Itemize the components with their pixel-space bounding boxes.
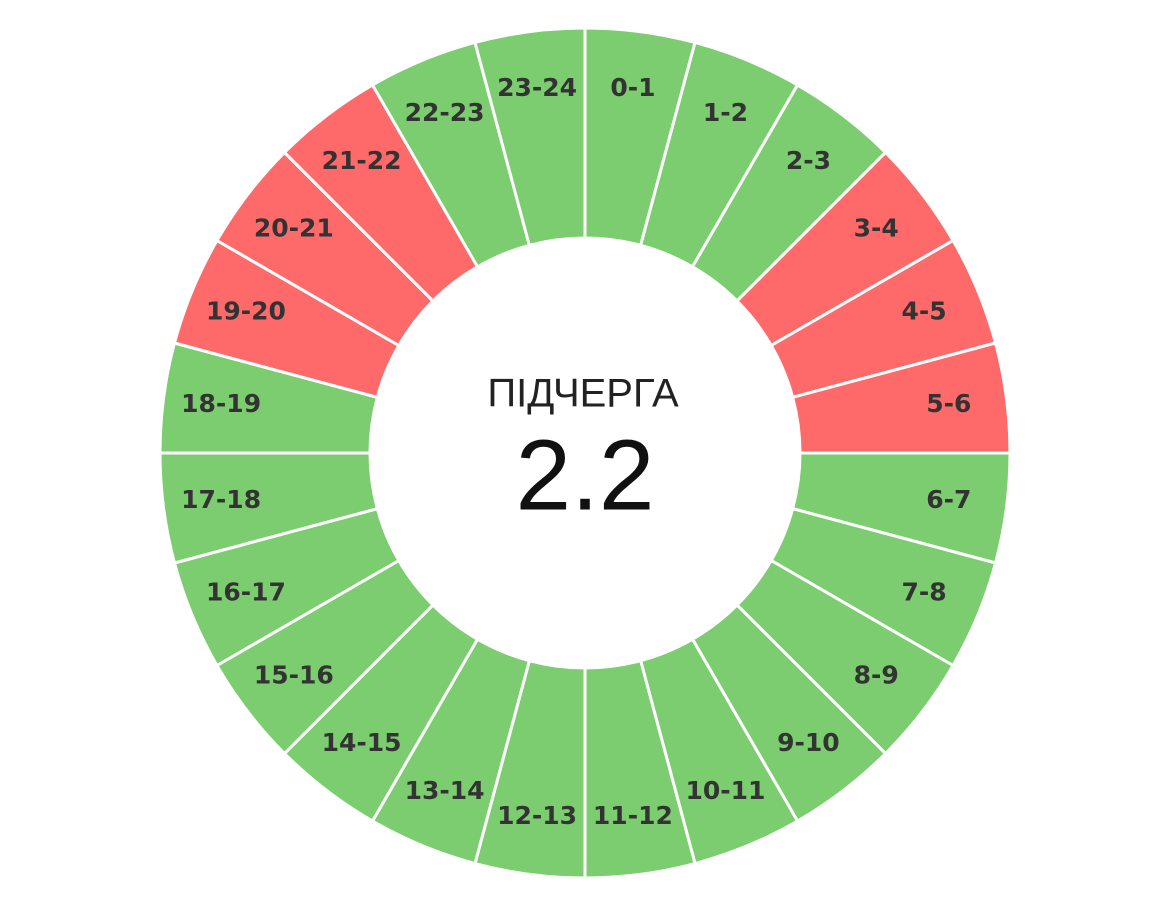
hour-label: 5-6 bbox=[926, 389, 971, 418]
hour-label: 9-10 bbox=[777, 728, 840, 757]
hour-label: 19-20 bbox=[206, 297, 286, 326]
hour-label: 15-16 bbox=[254, 660, 334, 689]
hour-label: 21-22 bbox=[322, 146, 402, 175]
hour-label: 4-5 bbox=[901, 297, 946, 326]
hour-label: 1-2 bbox=[703, 98, 748, 127]
hour-label: 22-23 bbox=[405, 98, 485, 127]
hour-label: 23-24 bbox=[497, 73, 577, 102]
queue-number: 2.2 bbox=[515, 419, 654, 531]
queue-caption: ПІДЧЕРГА bbox=[487, 372, 679, 416]
hour-label: 2-3 bbox=[786, 146, 831, 175]
hour-label: 10-11 bbox=[685, 776, 765, 805]
hour-label: 14-15 bbox=[322, 728, 402, 757]
hour-label: 17-18 bbox=[181, 485, 261, 514]
hour-label: 0-1 bbox=[610, 73, 655, 102]
hour-label: 11-12 bbox=[593, 801, 673, 830]
hour-label: 20-21 bbox=[254, 214, 334, 243]
hour-label: 7-8 bbox=[901, 577, 946, 606]
hour-label: 18-19 bbox=[181, 389, 261, 418]
segments: 0-1 1-2 2-3 3-4 4-5 5-6 6-7 7-8 8-9 9-10 10-11 11-1… bbox=[158, 26, 1012, 880]
hour-label: 13-14 bbox=[405, 776, 485, 805]
hour-label: 6-7 bbox=[926, 485, 971, 514]
hour-segment bbox=[473, 26, 587, 248]
hour-label: 8-9 bbox=[854, 660, 899, 689]
hour-label: 16-17 bbox=[206, 577, 286, 606]
hour-label: 12-13 bbox=[497, 801, 577, 830]
hour-label: 3-4 bbox=[854, 214, 899, 243]
